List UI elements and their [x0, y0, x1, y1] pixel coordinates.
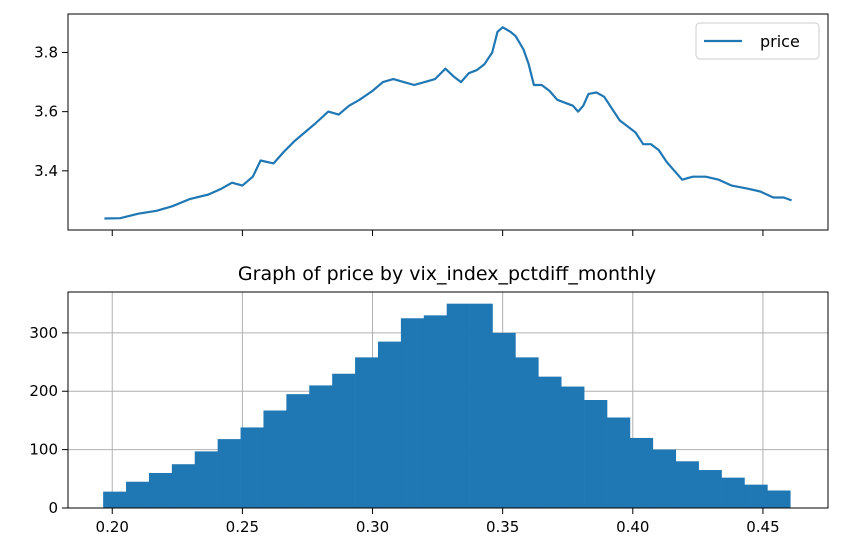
- histogram-bar: [698, 470, 722, 508]
- bottom-x-axis: 0.20 0.25 0.30 0.35 0.40 0.45: [96, 508, 780, 536]
- histogram-bar: [538, 376, 562, 508]
- legend-box: [695, 22, 820, 60]
- histogram-bar: [423, 315, 447, 508]
- histogram-bar: [515, 357, 539, 508]
- top-y-tick-label: 3.4: [34, 162, 58, 180]
- price-series-line: [104, 26, 792, 220]
- histogram-bar: [286, 394, 310, 508]
- histogram-bar: [263, 410, 287, 508]
- bottom-x-tick-label: 0.25: [226, 518, 259, 536]
- histogram-bars: [103, 303, 791, 508]
- histogram-bar: [194, 451, 218, 508]
- top-x-ticks: [111, 230, 764, 236]
- chart-title: Graph of price by vix_index_pctdiff_mont…: [238, 263, 656, 285]
- bottom-plot-frame: [67, 291, 829, 509]
- histogram-bar: [332, 373, 356, 508]
- price-line-plot: 3.4 3.6 3.8 price: [34, 13, 829, 236]
- legend-label-price: price: [760, 32, 800, 51]
- histogram-bar: [607, 417, 631, 508]
- histogram-bar: [446, 303, 470, 508]
- top-y-axis: 3.4 3.6 3.8: [34, 43, 68, 180]
- top-plot-frame: [67, 13, 829, 231]
- histogram-bar: [492, 332, 516, 508]
- legend: price: [695, 22, 820, 60]
- histogram-bar: [561, 386, 585, 508]
- histogram-bar: [469, 303, 493, 508]
- histogram-bar: [217, 439, 241, 508]
- histogram-bar: [400, 318, 425, 508]
- histogram-bar: [767, 490, 791, 508]
- histogram-bar: [309, 385, 333, 508]
- histogram-bar: [721, 477, 745, 508]
- bottom-x-tick-label: 0.30: [356, 518, 389, 536]
- top-y-tick-label: 3.8: [34, 43, 58, 61]
- histogram-bar: [652, 449, 677, 508]
- bottom-y-tick-label: 300: [29, 324, 58, 342]
- histogram-bar: [240, 427, 264, 508]
- histogram-bar: [126, 481, 150, 508]
- top-y-tick-label: 3.6: [34, 103, 58, 121]
- bottom-x-tick-label: 0.45: [746, 518, 779, 536]
- histogram-bar: [148, 472, 173, 508]
- bottom-y-tick-label: 200: [29, 382, 58, 400]
- histogram-bar: [584, 400, 608, 508]
- histogram-bar: [629, 437, 654, 508]
- bottom-y-tick-label: 100: [29, 441, 58, 459]
- histogram-bar: [377, 341, 402, 508]
- histogram-bar: [355, 357, 379, 508]
- histogram-bar: [675, 461, 699, 508]
- histogram-bar: [171, 464, 196, 508]
- bottom-x-tick-label: 0.20: [96, 518, 129, 536]
- histogram-bar: [744, 484, 768, 508]
- bottom-y-tick-label: 0: [48, 499, 58, 517]
- bottom-y-axis: 0 100 200 300: [29, 324, 68, 517]
- bottom-x-tick-label: 0.35: [486, 518, 519, 536]
- histogram-plot: Graph of price by vix_index_pctdiff_mont…: [29, 263, 829, 536]
- histogram-bar: [103, 491, 127, 508]
- bottom-x-tick-label: 0.40: [616, 518, 649, 536]
